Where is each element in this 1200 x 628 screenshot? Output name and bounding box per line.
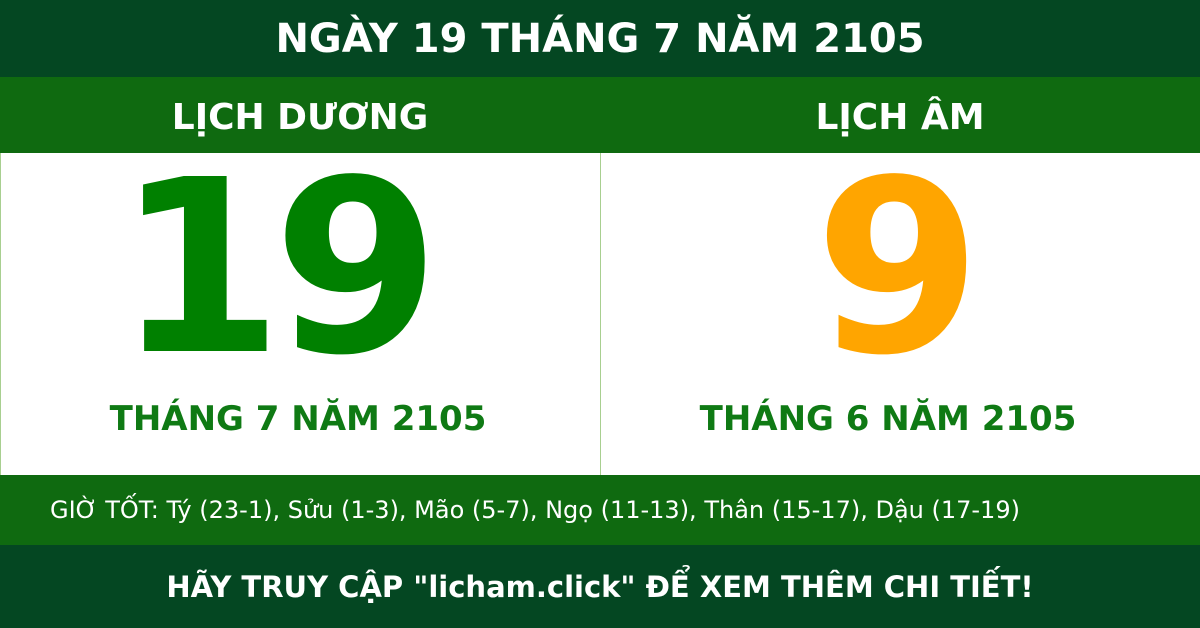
page-title: NGÀY 19 THÁNG 7 NĂM 2105 [0,0,1200,77]
solar-day: 19 [116,128,440,408]
lunar-panel: 9 THÁNG 6 NĂM 2105 [600,148,1200,475]
solar-month-year: THÁNG 7 NĂM 2105 [109,399,487,439]
solar-panel: 19 THÁNG 7 NĂM 2105 [0,128,600,475]
good-hours: GIỜ TỐT: Tý (23-1), Sửu (1-3), Mão (5-7)… [0,475,1200,545]
calendar-headers: LỊCH DƯƠNG LỊCH ÂM [0,77,1200,153]
footer-cta: HÃY TRUY CẬP "licham.click" ĐỂ XEM THÊM … [0,545,1200,628]
solar-calendar-label: LỊCH DƯƠNG [171,97,429,138]
lunar-month-year: THÁNG 6 NĂM 2105 [699,399,1077,439]
lunar-day: 9 [814,128,982,408]
lunar-calendar-label: LỊCH ÂM [815,97,985,138]
